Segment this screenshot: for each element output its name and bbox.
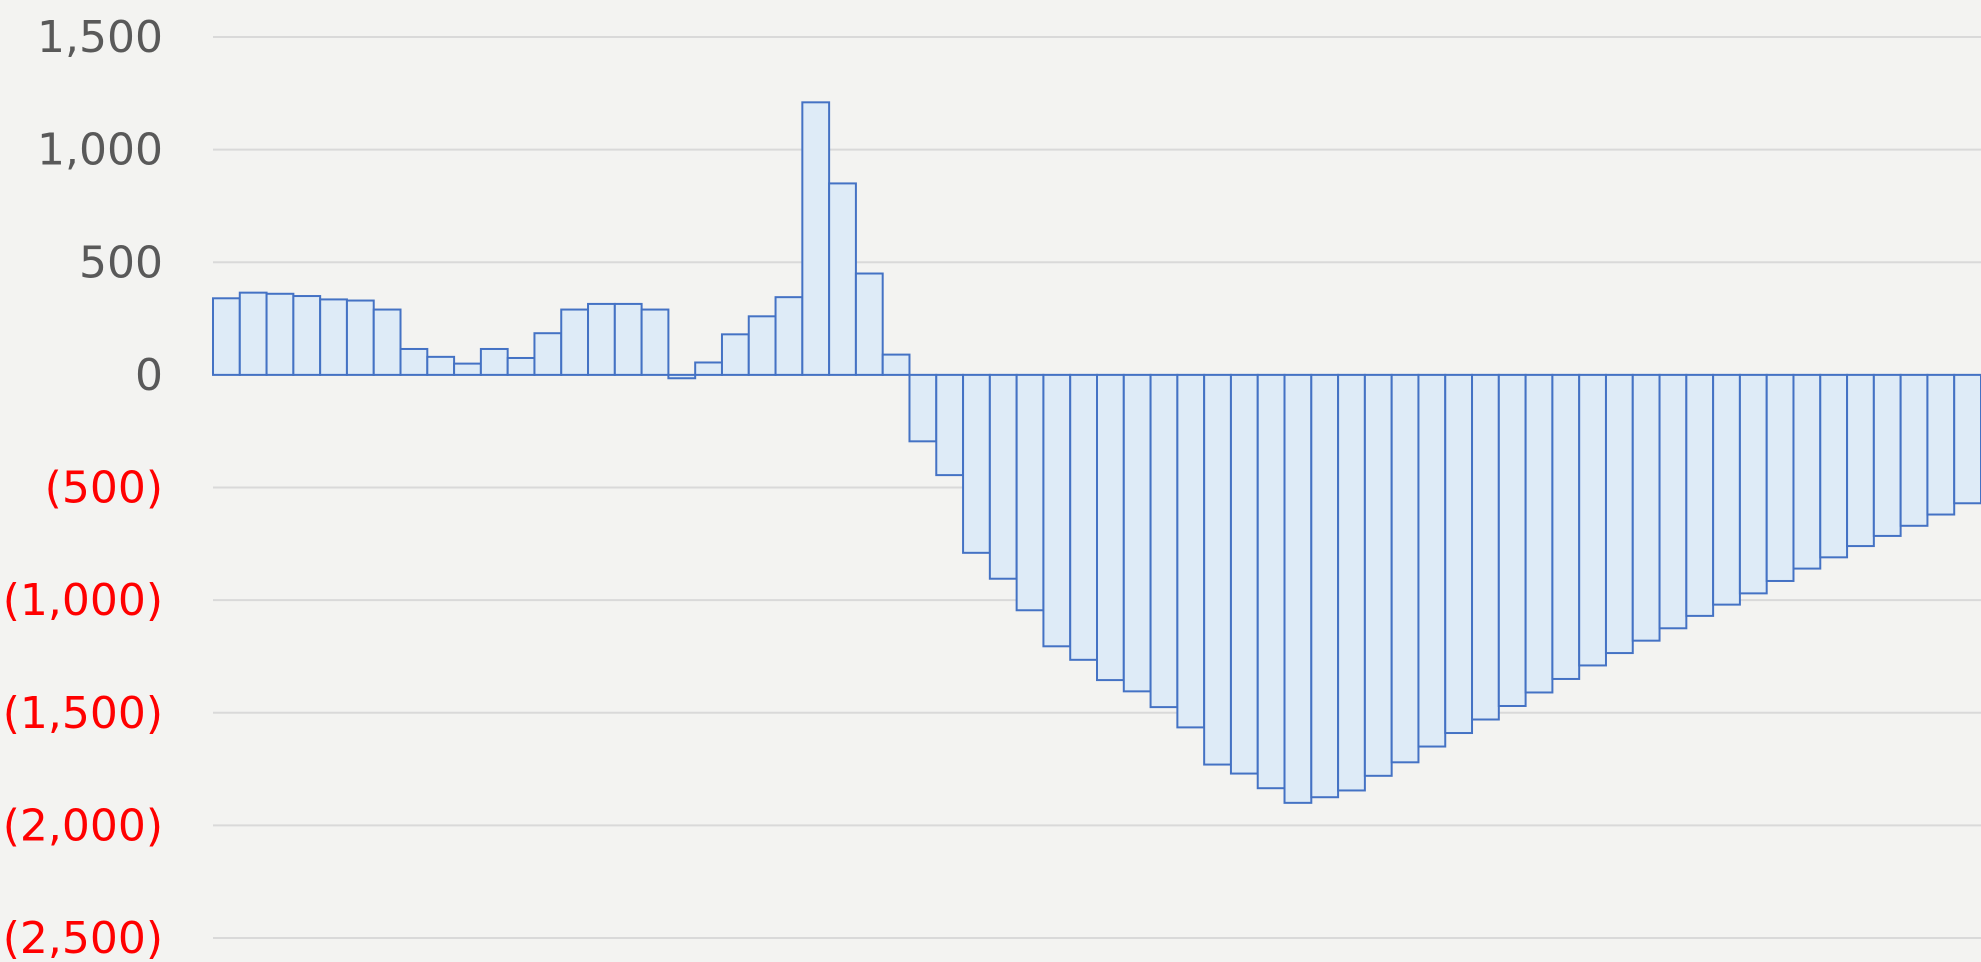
bars: [212, 101, 1981, 804]
bar: [1015, 373, 1045, 612]
bar: [1337, 373, 1366, 792]
bar: [801, 101, 831, 376]
bar: [854, 272, 884, 376]
bar: [640, 308, 670, 376]
y-tick-label: (1,000): [3, 575, 163, 626]
bar: [1471, 373, 1500, 721]
bar: [1604, 373, 1634, 655]
bar: [1042, 373, 1072, 648]
bar: [426, 355, 456, 376]
y-axis-tick-labels: 1,500 1,000 500 0 (500) (1,000) (1,500) (2,000)…: [3, 12, 163, 962]
bar: [988, 373, 1018, 580]
y-tick-label: 0: [135, 350, 163, 401]
y-tick-label: (1,500): [3, 688, 163, 739]
bar: [1819, 373, 1849, 559]
y-tick-label: (2,000): [3, 800, 163, 851]
bar: [694, 361, 723, 376]
bar: [399, 347, 429, 376]
bar: [560, 308, 590, 376]
y-tick-label: 500: [79, 237, 163, 288]
bar: [319, 298, 348, 376]
bar: [774, 296, 804, 376]
bar: [1417, 373, 1447, 748]
bar: [1149, 373, 1179, 709]
bar: [1096, 373, 1125, 682]
bar: [265, 292, 295, 376]
bar: [1363, 373, 1393, 777]
bar: [1953, 373, 1981, 505]
bar: [1738, 373, 1768, 595]
bar: [212, 297, 241, 376]
bar: [506, 356, 536, 376]
bar: [1792, 373, 1822, 570]
bar: [1551, 373, 1581, 680]
bar: [1578, 373, 1607, 667]
y-tick-label: 1,000: [37, 125, 163, 176]
bar: [908, 373, 938, 443]
bar: [747, 315, 777, 376]
bar: [1926, 373, 1956, 516]
bar: [453, 362, 482, 376]
bar: [1524, 373, 1554, 694]
bar: [1765, 373, 1795, 582]
bar: [667, 373, 697, 380]
y-tick-label: (500): [45, 463, 163, 514]
bar: [828, 182, 857, 376]
bar: [1283, 373, 1313, 804]
bar: [1712, 373, 1741, 606]
bar: [1846, 373, 1875, 548]
bar: [1444, 373, 1474, 735]
bar: [1069, 373, 1099, 661]
bar: [1497, 373, 1527, 707]
bar: [1122, 373, 1152, 693]
y-tick-label: (2,500): [3, 913, 163, 962]
bar: [1256, 373, 1286, 790]
bar: [238, 291, 268, 376]
bar: [1685, 373, 1715, 617]
bar: [292, 295, 322, 376]
bar: [372, 308, 402, 376]
bar: [962, 373, 991, 554]
bar: [1310, 373, 1340, 799]
bar: [1229, 373, 1259, 775]
bar: [720, 333, 750, 376]
bar: [1899, 373, 1929, 527]
bar: [1176, 373, 1206, 729]
bar: [587, 302, 616, 376]
bar: [1631, 373, 1661, 642]
y-tick-label: 1,500: [37, 12, 163, 63]
bar: [1390, 373, 1420, 764]
bar: [1872, 373, 1902, 537]
bar: [935, 373, 965, 477]
bar: [479, 347, 509, 376]
bar: [613, 302, 643, 376]
bar: [533, 332, 563, 376]
bar: [345, 299, 375, 376]
bar: [1658, 373, 1688, 630]
bar: [1203, 373, 1232, 766]
bar: [881, 353, 911, 376]
